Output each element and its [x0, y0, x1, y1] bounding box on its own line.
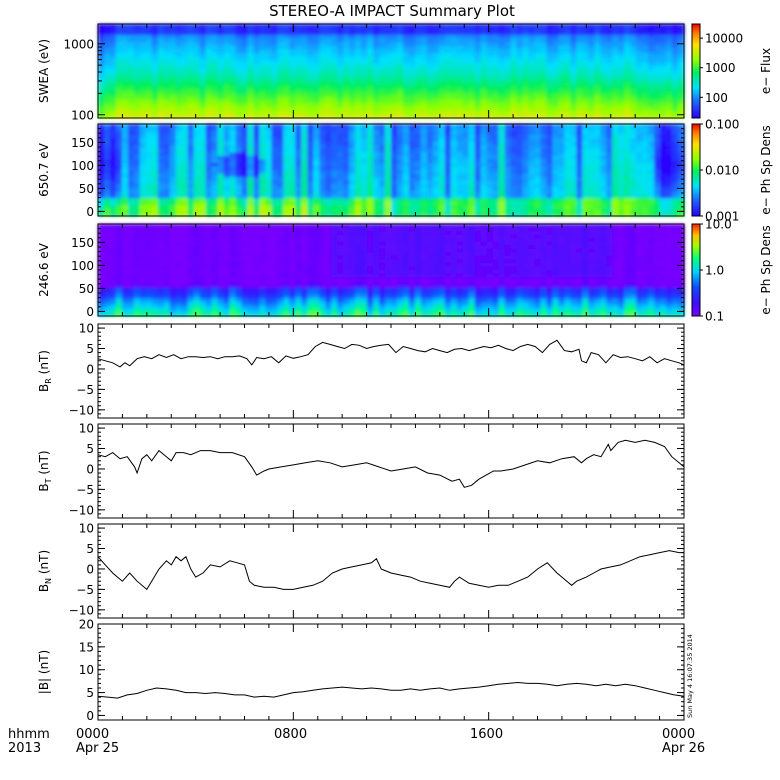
ytick-label-bmag-2: 10: [79, 663, 94, 677]
ytick-label-br-3: 5: [86, 342, 94, 356]
ylabel-bt: BT (nT): [37, 450, 53, 491]
x-date-apr26: Apr 26: [662, 741, 705, 756]
ytick-label-bmag-1: 5: [86, 686, 94, 700]
ytick-label-pad246-2: 100: [71, 259, 94, 273]
ytick-label-bmag-3: 15: [79, 640, 94, 654]
x-tick-label-0000: 0000: [76, 727, 109, 742]
cbar-label-pad650: e− Ph Sp Dens: [759, 125, 773, 214]
cbar-tick-label-pad246-0: 0.1: [705, 310, 724, 324]
cbar-tick-label-pad246-1: 1.0: [705, 264, 724, 278]
x-row2-label: 2013: [8, 741, 41, 756]
cbar-label-swea: e− Flux: [759, 48, 773, 94]
cbar-tick-label-pad650-2: 0.100: [705, 118, 739, 132]
ytick-label-br-0: −10: [69, 403, 94, 417]
series-line-bn: [97, 550, 684, 591]
ylabel-bn: BN (nT): [37, 550, 53, 592]
ytick-label-pad246-0: 0: [86, 305, 94, 319]
cbar-tick-label-pad650-1: 0.010: [705, 164, 739, 178]
series-line-bmag: [97, 681, 685, 699]
ylabel-pad650: 650.7 eV: [37, 142, 51, 197]
ytick-label-bn-1: −5: [76, 583, 94, 597]
x-tick-label-0800: 0800: [274, 727, 307, 742]
generation-timestamp: Sun May 4 16:07:35 2014: [686, 634, 694, 718]
cbar-tick-label-pad650-0: 0.001: [705, 210, 739, 224]
frame-br: [97, 323, 685, 419]
ytick-label-bmag-0: 0: [86, 709, 94, 723]
ytick-label-bt-3: 5: [86, 442, 94, 456]
ytick-label-bt-2: 0: [86, 462, 94, 476]
ytick-label-bt-4: 10: [79, 422, 94, 436]
frame-bmag: [97, 623, 685, 721]
ytick-label-pad650-2: 100: [71, 159, 94, 173]
series-line-br: [97, 339, 685, 368]
ytick-label-br-4: 10: [79, 322, 94, 336]
ytick-label-bt-1: −5: [76, 483, 94, 497]
heatmap-pad650: [98, 124, 685, 217]
ylabel-br: BR (nT): [37, 350, 53, 392]
heatmap-swea: [98, 24, 685, 119]
cbar-tick-label-swea-2: 10000: [705, 32, 743, 46]
plot-title: STEREO-A IMPACT Summary Plot: [269, 2, 515, 20]
ytick-label-bn-2: 0: [86, 562, 94, 576]
ytick-label-bn-0: −10: [69, 603, 94, 617]
cbar-tick-label-swea-0: 100: [705, 91, 728, 105]
ytick-label-pad246-3: 150: [71, 236, 94, 250]
x-row1-label: hhmm: [8, 727, 50, 742]
time-axis: hhmm 2013 0000 0800 1600 0000 Apr 25 Apr…: [8, 727, 705, 756]
x-tick-label-1600: 1600: [470, 727, 503, 742]
series-line-bt: [97, 439, 685, 488]
colorbar-swea: [691, 23, 701, 119]
cbar-label-pad246: e− Ph Sp Dens: [759, 225, 773, 314]
frame-bn: [97, 523, 685, 619]
ytick-label-bmag-4: 20: [79, 618, 94, 632]
ylabel-swea: SWEA (eV): [37, 39, 51, 103]
ylabel-pad246: 246.6 eV: [37, 242, 51, 297]
ytick-label-br-2: 0: [86, 362, 94, 376]
ytick-label-pad650-0: 0: [86, 205, 94, 219]
ylabel-bmag: |B| (nT): [37, 650, 51, 694]
ytick-label-bn-3: 5: [86, 542, 94, 556]
colorbar-pad650: [691, 123, 701, 217]
x-tick-label-0000-next: 0000: [662, 727, 695, 742]
x-date-apr25: Apr 25: [76, 741, 119, 756]
cbar-tick-label-pad246-2: 10.0: [705, 218, 732, 232]
heatmap-pad246: [98, 224, 685, 317]
ytick-label-bn-4: 10: [79, 522, 94, 536]
ytick-label-br-1: −5: [76, 383, 94, 397]
ytick-label-bt-0: −10: [69, 503, 94, 517]
colorbar-pad246: [691, 223, 701, 317]
ytick-label-pad246-1: 50: [79, 282, 94, 296]
ytick-label-swea-0: 100: [71, 108, 94, 122]
ytick-label-pad650-3: 150: [71, 136, 94, 150]
ytick-label-pad650-1: 50: [79, 182, 94, 196]
ytick-label-swea-1: 1000: [63, 37, 94, 51]
cbar-tick-label-swea-1: 1000: [705, 61, 736, 75]
